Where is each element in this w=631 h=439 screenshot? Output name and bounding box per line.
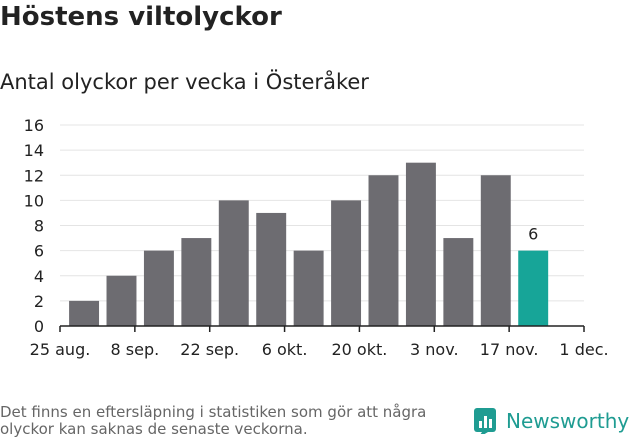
chart-subtitle: Antal olyckor per vecka i Österåker: [0, 70, 369, 94]
y-tick-label: 2: [34, 292, 44, 311]
chart-title: Höstens viltolyckor: [0, 2, 282, 32]
y-tick-label: 10: [24, 191, 44, 210]
footnote: Det finns en eftersläpning i statistiken…: [0, 403, 427, 438]
bar: [480, 175, 511, 326]
bar: [69, 300, 100, 326]
x-tick-label: 3 nov.: [410, 340, 459, 359]
bar: [106, 275, 137, 326]
x-tick-label: 17 nov.: [480, 340, 539, 359]
data-labels: 6: [528, 225, 538, 244]
y-tick-label: 0: [34, 317, 44, 336]
y-tick-label: 8: [34, 217, 44, 236]
brand-logo: Newsworthy: [474, 408, 629, 434]
bar-chart-icon: [474, 408, 496, 434]
bar: [405, 162, 436, 326]
bar: [181, 238, 212, 326]
y-tick-label: 14: [24, 141, 44, 160]
bar-chart: 0 2 4 6 8 10 12 14 16 25 aug. 8 sep. 22 sep. 6 okt.…: [24, 116, 609, 359]
y-axis-ticks: 0 2 4 6 8 10 12 14 16: [24, 116, 44, 336]
x-tick-label: 22 sep.: [180, 340, 239, 359]
y-tick-label: 12: [24, 166, 44, 185]
bar: [218, 200, 249, 326]
bar: [331, 200, 362, 326]
data-label: 6: [528, 225, 538, 244]
bar: [368, 175, 399, 326]
bar: [443, 238, 474, 326]
x-axis: 25 aug. 8 sep. 22 sep. 6 okt. 20 okt. 3 nov. 1…: [30, 325, 609, 359]
x-tick-label: 1 dec.: [559, 340, 608, 359]
x-tick-label: 20 okt.: [331, 340, 387, 359]
bar: [143, 250, 174, 326]
bar: [256, 212, 287, 326]
brand-name: Newsworthy: [506, 409, 630, 433]
bar: [293, 250, 324, 326]
bars: [69, 162, 549, 326]
x-tick-label: 8 sep.: [111, 340, 160, 359]
y-tick-label: 6: [34, 242, 44, 261]
bar-highlight: [518, 250, 549, 326]
x-tick-label: 25 aug.: [30, 340, 91, 359]
x-tick-label: 6 okt.: [262, 340, 308, 359]
y-tick-label: 4: [34, 267, 44, 286]
y-tick-label: 16: [24, 116, 44, 135]
